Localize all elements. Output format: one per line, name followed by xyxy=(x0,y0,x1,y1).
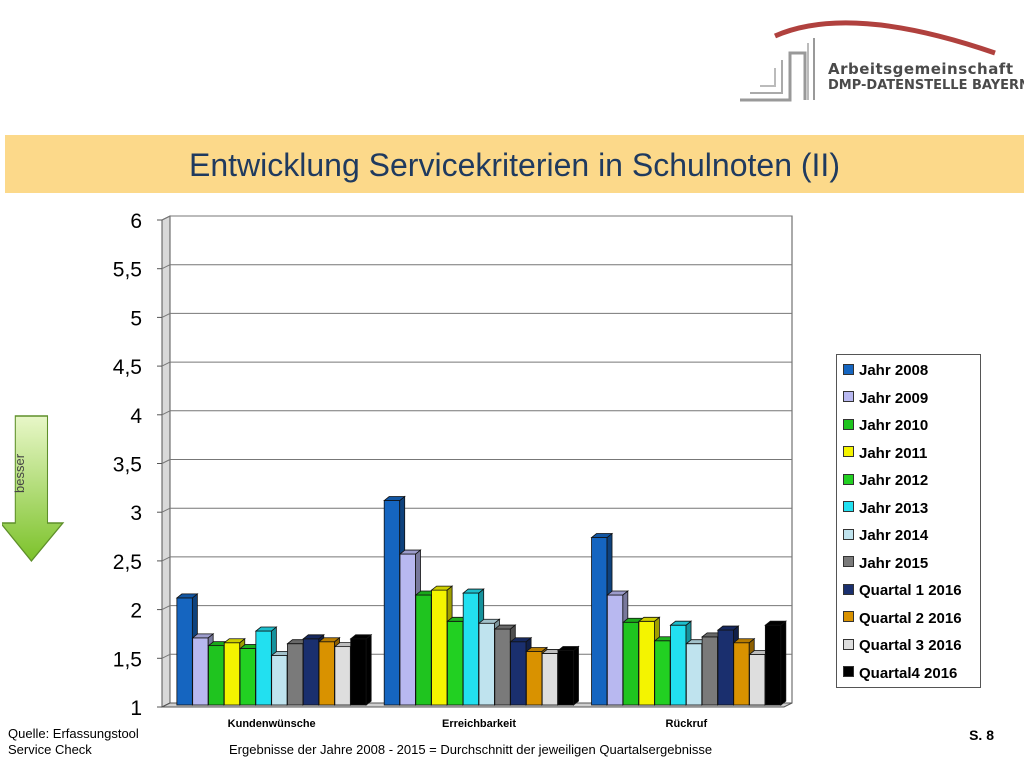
legend-item: Quartal 3 2016 xyxy=(843,637,962,657)
legend-swatch xyxy=(843,501,854,513)
gridline-side xyxy=(161,215,171,221)
gridline-side xyxy=(161,361,171,367)
y-tick-label: 3,5 xyxy=(113,454,142,477)
page-number: S. 8 xyxy=(969,727,994,743)
gridline-side xyxy=(161,653,171,659)
y-tick-label: 5 xyxy=(130,307,142,330)
legend-swatch xyxy=(843,611,854,623)
legend-item: Jahr 2013 xyxy=(843,500,928,520)
legend-swatch xyxy=(843,446,854,458)
logo-text-line1: Arbeitsgemeinschaft xyxy=(828,60,1014,78)
title-band: Entwicklung Servicekriterien in Schulnot… xyxy=(5,135,1024,193)
gridline-side xyxy=(161,459,171,464)
y-tick-label: 6 xyxy=(130,210,142,233)
chart-legend: Jahr 2008 Jahr 2009 Jahr 2010 Jahr 2011 Jahr… xyxy=(836,354,981,688)
logo-text-line2: DMP-DATENSTELLE BAYERN xyxy=(828,78,1024,93)
logo: Arbeitsgemeinschaft DMP-DATENSTELLE BAYE… xyxy=(730,8,1024,108)
legend-label: Jahr 2012 xyxy=(859,472,929,489)
legend-item: Jahr 2009 xyxy=(843,390,928,410)
legend-label: Quartal 1 2016 xyxy=(859,582,962,599)
legend-label: Jahr 2011 xyxy=(859,444,928,462)
legend-item: Jahr 2010 xyxy=(843,417,928,437)
x-category-label: Rückruf xyxy=(666,718,708,730)
legend-swatch xyxy=(843,666,854,678)
y-tick-label: 1 xyxy=(130,697,142,720)
y-tick-label: 2,5 xyxy=(113,551,142,574)
legend-swatch xyxy=(843,528,854,540)
footer-source-line2: Service Check xyxy=(8,742,92,757)
legend-label: Jahr 2010 xyxy=(859,417,929,434)
legend-item: Jahr 2015 xyxy=(843,555,928,575)
legend-label: Jahr 2008 xyxy=(859,362,929,379)
y-tick-label: 5,5 xyxy=(113,259,142,282)
legend-swatch xyxy=(843,391,854,403)
legend-swatch xyxy=(843,473,854,485)
legend-item: Jahr 2008 xyxy=(843,362,928,382)
y-tick-label: 2 xyxy=(130,600,142,623)
legend-item: Jahr 2014 xyxy=(843,527,928,547)
legend-swatch xyxy=(843,583,854,595)
legend-swatch xyxy=(843,556,854,568)
y-tick-label: 4,5 xyxy=(113,356,142,379)
legend-item: Quartal 1 2016 xyxy=(843,582,962,602)
legend-item: Jahr 2012 xyxy=(843,472,928,492)
y-tick-label: 4 xyxy=(130,405,142,428)
gridline-side xyxy=(161,556,171,562)
legend-item: Quartal 2 2016 xyxy=(843,610,962,630)
bar xyxy=(349,633,373,706)
down-arrow-icon: besser xyxy=(2,415,65,562)
legend-label: Quartal 2 2016 xyxy=(859,609,962,627)
legend-label: Jahr 2009 xyxy=(859,389,929,407)
footer-note: Ergebnisse der Jahre 2008 - 2015 = Durch… xyxy=(229,742,713,757)
bar xyxy=(556,645,580,706)
legend-label: Jahr 2014 xyxy=(859,527,929,544)
gridline-side xyxy=(161,605,171,611)
bar xyxy=(764,620,787,706)
x-category-label: Erreichbarkeit xyxy=(442,718,516,730)
y-tick-label: 1,5 xyxy=(113,648,142,671)
gridline-side xyxy=(161,410,171,416)
x-category-label: Kundenwünsche xyxy=(228,718,316,730)
legend-label: Quartal4 2016 xyxy=(859,664,958,682)
gridline-side xyxy=(161,507,171,513)
legend-item: Jahr 2011 xyxy=(843,445,927,465)
gridline-side xyxy=(161,264,171,270)
legend-label: Jahr 2013 xyxy=(859,499,929,517)
legend-label: Quartal 3 2016 xyxy=(859,637,962,654)
legend-swatch xyxy=(843,418,854,430)
footer-source: Quelle: Erfassungstool Service Check xyxy=(8,726,139,758)
logo-swoosh-graphic xyxy=(740,20,996,102)
page-title: Entwicklung Servicekriterien in Schulnot… xyxy=(189,147,840,183)
legend-label: Jahr 2015 xyxy=(859,554,929,572)
gridline-side xyxy=(161,312,171,318)
legend-swatch xyxy=(843,363,854,375)
y-tick-label: 3 xyxy=(130,502,142,525)
legend-swatch xyxy=(843,638,854,650)
footer-source-line1: Quelle: Erfassungstool xyxy=(8,726,139,741)
legend-item: Quartal4 2016 xyxy=(843,665,957,685)
arrow-label: besser xyxy=(12,453,27,493)
